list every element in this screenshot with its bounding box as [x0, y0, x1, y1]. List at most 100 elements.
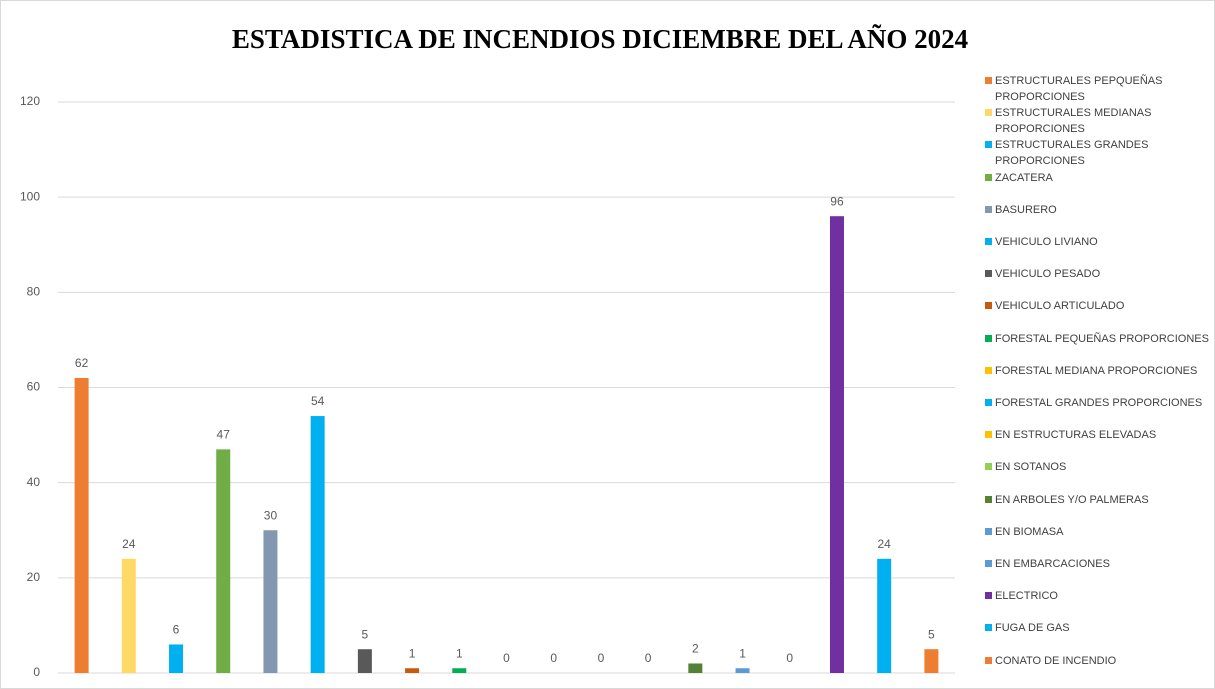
legend-label: ELECTRICO [995, 590, 1058, 603]
legend-item: FORESTAL GRANDES PROPORCIONES [985, 395, 1210, 411]
data-label: 6 [173, 623, 180, 637]
legend-item: EN ARBOLES Y/O PALMERAS [985, 492, 1210, 508]
y-tick-label: 20 [27, 570, 41, 584]
legend-swatch [985, 656, 992, 664]
legend-item: BASURERO [985, 202, 1210, 218]
legend-swatch [985, 141, 992, 149]
data-label: 47 [217, 428, 231, 442]
legend-item: VEHICULO LIVIANO [985, 234, 1210, 250]
legend-swatch [985, 495, 992, 503]
bar [877, 558, 892, 673]
legend-swatch [985, 238, 992, 245]
legend-label: FUGA DE GAS [995, 622, 1070, 635]
bar [924, 649, 939, 673]
data-label: 5 [362, 627, 369, 641]
data-label: 2 [692, 642, 699, 656]
y-tick-label: 40 [27, 475, 41, 489]
legend-label: EN EMBARCACIONES [995, 558, 1110, 570]
data-label: 1 [739, 646, 746, 660]
legend-item: ELECTRICO [985, 588, 1210, 604]
legend-swatch [985, 592, 992, 600]
legend-label: FORESTAL PEQUEÑAS PROPORCIONES [995, 332, 1209, 345]
data-label: 0 [598, 651, 605, 665]
bar [357, 649, 372, 673]
bar [310, 416, 325, 673]
y-tick-label: 100 [20, 189, 40, 203]
legend-swatch [985, 334, 992, 342]
bar [735, 668, 750, 673]
legend-item: VEHICULO ARTICULADO [985, 298, 1210, 314]
legend-item: VEHICULO PESADO [985, 266, 1210, 282]
chart-title: ESTADISTICA DE INCENDIOS DICIEMBRE DEL A… [232, 24, 968, 54]
legend-label: ESTRUCTURALES GRANDES PROPORCIONES [995, 139, 1149, 168]
legend-label: ESTRUCTURALES MEDIANAS PROPORCIONES [995, 107, 1152, 136]
legend-item: FUGA DE GAS [985, 620, 1210, 636]
legend-label: EN SOTANOS [995, 461, 1067, 474]
bar [74, 377, 89, 673]
legend-label: FORESTAL MEDIANA PROPORCIONES [995, 364, 1198, 377]
legend-item: CONATO DE INCENDIO [985, 653, 1210, 669]
data-label: 96 [830, 194, 844, 208]
legend-label: EN ESTRUCTURAS ELEVADAS [995, 429, 1157, 442]
y-tick-label: 80 [27, 285, 41, 299]
y-tick-label: 120 [20, 94, 40, 108]
legend-swatch [985, 431, 992, 439]
legend-item: EN BIOMASA [985, 524, 1210, 540]
data-label: 24 [122, 537, 136, 551]
data-label: 30 [264, 508, 278, 522]
legend-item: FORESTAL PEQUEÑAS PROPORCIONES [985, 331, 1210, 347]
legend-item: EN SOTANOS [985, 459, 1210, 475]
legend-swatch [985, 527, 992, 535]
bar [829, 216, 844, 673]
legend-label: EN ARBOLES Y/O PALMERAS [995, 493, 1149, 506]
data-label: 62 [75, 356, 89, 370]
bar [688, 663, 703, 673]
data-label: 1 [409, 646, 416, 660]
legend-swatch [985, 366, 992, 374]
legend-label: ZACATERA [995, 171, 1053, 184]
legend-label: CONATO DE INCENDIO [995, 654, 1117, 667]
legend-swatch [985, 302, 992, 310]
data-label: 0 [786, 651, 793, 665]
legend-swatch [985, 205, 992, 213]
legend-label: BASURERO [995, 203, 1057, 216]
legend-label: EN BIOMASA [995, 525, 1064, 538]
bar [216, 449, 231, 673]
bar [121, 558, 136, 673]
bar [169, 644, 184, 673]
data-label: 0 [645, 651, 652, 665]
legend-item: ESTRUCTURALES MEDIANAS PROPORCIONES [985, 105, 1210, 137]
legend-item: EN EMBARCACIONES [985, 556, 1210, 572]
bar [405, 668, 420, 673]
bar [452, 668, 467, 673]
legend-label: FORESTAL GRANDES PROPORCIONES [995, 397, 1203, 409]
y-tick-label: 60 [27, 380, 41, 394]
legend-swatch [985, 624, 992, 632]
y-tick-label: 0 [33, 665, 40, 679]
legend-label: VEHICULO ARTICULADO [995, 300, 1125, 313]
legend-label: ESTRUCTURALES PEPQUEÑAS PROPORCIONES [995, 75, 1163, 103]
data-label: 54 [311, 394, 325, 408]
legend-item: ESTRUCTURALES GRANDES PROPORCIONES [985, 137, 1210, 169]
legend-item: EN ESTRUCTURAS ELEVADAS [985, 427, 1210, 443]
legend-swatch [985, 77, 992, 84]
data-label: 5 [928, 627, 935, 641]
legend-label: VEHICULO PESADO [995, 268, 1101, 281]
legend-swatch [985, 270, 992, 278]
data-label: 0 [550, 651, 557, 665]
data-label: 24 [878, 537, 892, 551]
legend-item: FORESTAL MEDIANA PROPORCIONES [985, 363, 1210, 379]
bar [263, 530, 278, 673]
data-label: 1 [456, 646, 463, 660]
legend-item: ZACATERA [985, 170, 1210, 186]
legend-label: VEHICULO LIVIANO [995, 236, 1098, 248]
legend-swatch [985, 463, 992, 471]
legend-item: ESTRUCTURALES PEPQUEÑAS PROPORCIONES [985, 73, 1210, 105]
data-label: 0 [503, 651, 510, 665]
legend-swatch [985, 560, 992, 567]
legend-swatch [985, 173, 992, 181]
legend-swatch [985, 109, 992, 117]
legend-swatch [985, 399, 992, 406]
